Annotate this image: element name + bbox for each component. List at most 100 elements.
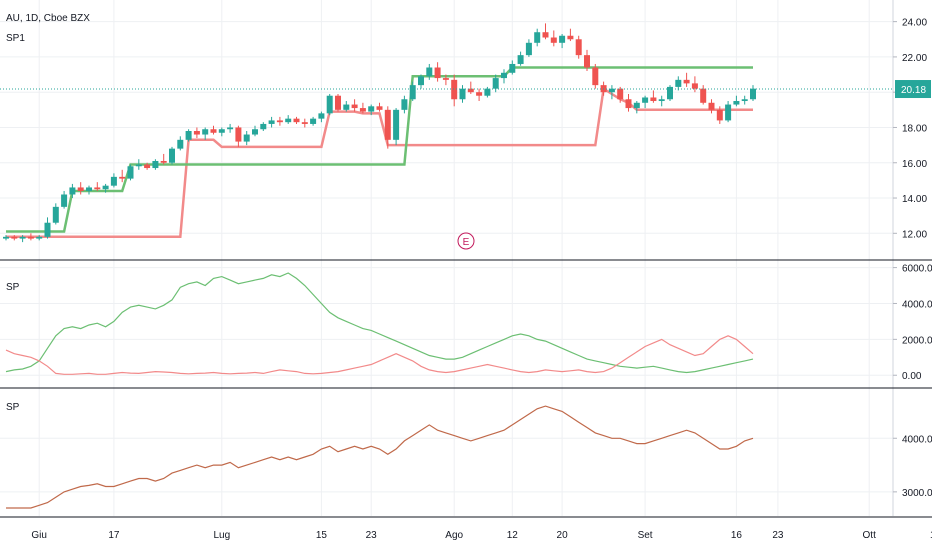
candle[interactable] [501, 69, 507, 84]
candle[interactable] [268, 116, 275, 128]
candle[interactable] [675, 76, 682, 91]
candle[interactable] [177, 136, 184, 151]
candle[interactable] [252, 125, 258, 137]
candle[interactable] [326, 93, 333, 116]
candle[interactable] [484, 86, 491, 98]
candle[interactable] [467, 81, 474, 94]
candle[interactable] [185, 129, 192, 142]
candle[interactable] [285, 115, 292, 124]
candle[interactable] [318, 111, 325, 123]
candle[interactable] [301, 118, 308, 128]
candle[interactable] [210, 125, 217, 135]
candle[interactable] [542, 23, 549, 40]
candle[interactable] [642, 95, 649, 109]
earnings-marker-circle [457, 232, 475, 250]
candle-body [484, 88, 491, 96]
candle[interactable] [102, 183, 109, 193]
candle[interactable] [750, 85, 756, 102]
candle[interactable] [625, 93, 632, 112]
candle[interactable] [476, 88, 483, 102]
candle[interactable] [77, 182, 84, 195]
price-pane[interactable] [0, 23, 893, 243]
indicator-label-sp1: SP1 [6, 33, 25, 44]
candle[interactable] [110, 173, 117, 188]
candle[interactable] [650, 90, 657, 103]
candle[interactable] [94, 182, 101, 191]
earnings-marker[interactable]: E [457, 232, 475, 250]
candle[interactable] [525, 39, 532, 57]
candle[interactable] [733, 95, 740, 107]
candle[interactable] [716, 106, 723, 124]
candle[interactable] [160, 153, 167, 165]
candle[interactable] [235, 125, 242, 147]
candle[interactable] [401, 95, 408, 114]
candle[interactable] [442, 74, 449, 86]
candle[interactable] [135, 159, 142, 170]
candle[interactable] [218, 127, 225, 137]
candle[interactable] [550, 30, 557, 47]
candle[interactable] [144, 162, 151, 170]
series-line-osc_green [5, 272, 754, 374]
candle[interactable] [633, 101, 640, 114]
candle[interactable] [61, 190, 68, 209]
candle[interactable] [725, 101, 732, 123]
candle[interactable] [11, 235, 18, 241]
candle[interactable] [127, 164, 134, 181]
candle[interactable] [310, 116, 317, 126]
candle[interactable] [243, 131, 250, 146]
candle[interactable] [592, 63, 599, 89]
candle[interactable] [658, 95, 665, 107]
candle[interactable] [700, 85, 707, 105]
candle[interactable] [691, 76, 698, 93]
candle[interactable] [202, 127, 209, 140]
candle[interactable] [534, 28, 541, 47]
candle[interactable] [19, 235, 26, 243]
candle[interactable] [667, 85, 673, 102]
candle[interactable] [608, 85, 615, 100]
candle[interactable] [409, 81, 416, 102]
candle[interactable] [152, 159, 159, 170]
candle[interactable] [227, 123, 234, 133]
candle[interactable] [169, 146, 175, 165]
candle[interactable] [86, 185, 92, 195]
candle[interactable] [741, 95, 748, 105]
candle[interactable] [459, 85, 466, 103]
candle-body [617, 88, 624, 100]
candle[interactable] [567, 28, 574, 42]
candle[interactable] [368, 104, 375, 116]
candle[interactable] [617, 86, 624, 103]
candle[interactable] [584, 49, 590, 72]
candle[interactable] [69, 183, 76, 199]
cumulative-pane[interactable] [6, 405, 754, 509]
candle[interactable] [3, 235, 9, 241]
candle[interactable] [376, 102, 383, 112]
oscillator-pane[interactable] [5, 272, 754, 375]
candle[interactable] [27, 233, 34, 241]
candle[interactable] [52, 203, 59, 225]
candle[interactable] [36, 235, 43, 241]
candle[interactable] [119, 169, 126, 183]
candle[interactable] [193, 127, 200, 139]
candle[interactable] [451, 74, 458, 107]
candle[interactable] [509, 60, 516, 75]
candle[interactable] [708, 99, 715, 114]
candle[interactable] [559, 33, 566, 49]
candle[interactable] [393, 108, 400, 146]
candle[interactable] [359, 102, 366, 114]
candle[interactable] [276, 116, 283, 126]
candle[interactable] [44, 217, 51, 239]
candle[interactable] [260, 122, 267, 131]
candle[interactable] [343, 101, 350, 112]
candle[interactable] [351, 99, 358, 112]
candle[interactable] [426, 63, 433, 80]
candle[interactable] [418, 74, 424, 89]
candle[interactable] [517, 51, 524, 66]
candle[interactable] [683, 72, 690, 87]
candle[interactable] [434, 62, 441, 82]
candle[interactable] [293, 116, 300, 124]
candle[interactable] [384, 106, 391, 149]
candle[interactable] [575, 35, 582, 59]
candle-body [683, 79, 690, 84]
candle[interactable] [335, 93, 341, 112]
